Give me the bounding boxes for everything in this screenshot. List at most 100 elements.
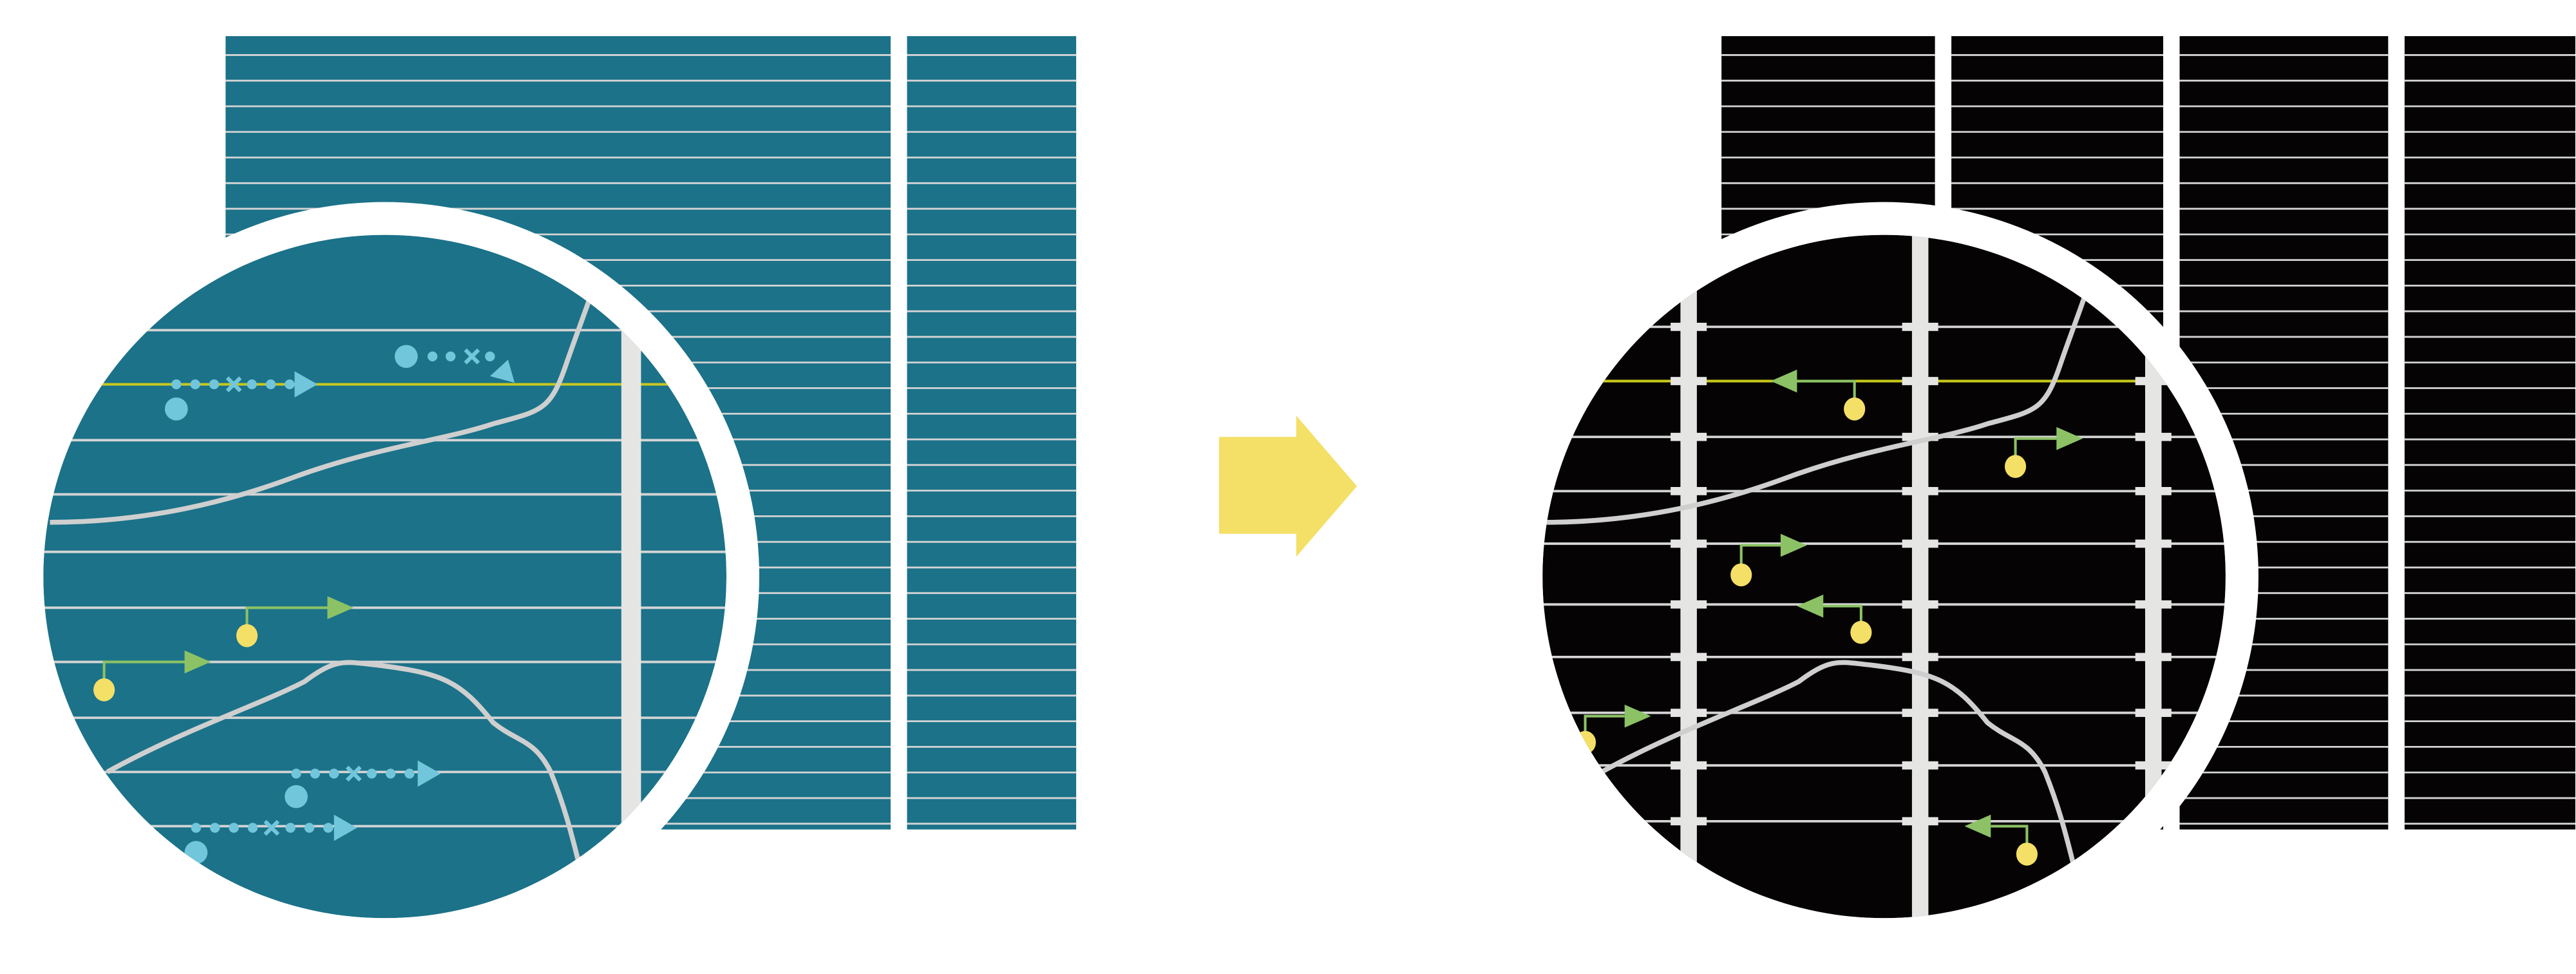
barrier-tick — [1902, 600, 1938, 609]
trajectory-curve — [50, 291, 594, 525]
trail-cross — [464, 348, 480, 365]
marker-arrowhead — [184, 650, 211, 674]
pin-arrow-icon — [1797, 595, 1872, 644]
origin-dot — [394, 345, 418, 368]
trail-dot — [209, 379, 220, 390]
trail-dot — [427, 351, 438, 361]
trail-dot — [247, 379, 257, 390]
barrier-tick — [1671, 761, 1707, 770]
trail-dot — [291, 769, 301, 779]
barrier-tick — [1671, 377, 1707, 385]
barrier-tick — [1902, 487, 1938, 495]
barrier-tick — [2135, 432, 2172, 441]
marker-dot — [1850, 620, 1872, 644]
barrier-tick — [1902, 817, 1938, 826]
barrier-tick — [1671, 539, 1707, 548]
marker-arrowhead — [1624, 704, 1651, 728]
trail-arrowhead — [294, 371, 318, 398]
marker-arrowhead — [327, 596, 354, 620]
trail-dot — [190, 379, 200, 390]
barrier-tick — [2135, 600, 2172, 609]
trail-dot — [285, 379, 295, 390]
origin-dot — [285, 785, 308, 808]
magnified-background — [43, 234, 726, 919]
barrier-tick — [1671, 487, 1707, 495]
pin-arrow-icon — [236, 596, 354, 647]
origin-dot — [164, 397, 188, 421]
barrier-tick — [2135, 377, 2172, 385]
pin-arrow-icon — [1730, 533, 1807, 587]
column-block — [2404, 36, 2576, 830]
trail-dot — [404, 769, 415, 779]
trajectory-curve — [106, 660, 582, 863]
pin-arrow-icon — [1770, 369, 1866, 421]
barrier-tick — [1671, 323, 1707, 331]
trail-dot — [445, 351, 456, 361]
barrier-tick — [2135, 539, 2172, 548]
arrow-right-icon — [1218, 415, 1358, 557]
pin-arrow-icon — [1964, 814, 2038, 866]
trail-cross — [225, 376, 242, 393]
barrier-tick — [1902, 709, 1938, 717]
trail-dot — [323, 823, 334, 833]
barrier-bar — [1911, 234, 1929, 919]
marker-dot — [2016, 843, 2038, 866]
dotted-arrow-with-cross-icon — [164, 371, 318, 421]
barrier-tick — [1671, 709, 1707, 717]
barrier-tick — [2135, 653, 2172, 662]
trail-dot — [229, 823, 239, 833]
before-panel — [10, 36, 1077, 951]
dotted-arrow-with-cross-icon — [285, 760, 441, 808]
dotted-arrow-with-cross-icon — [394, 345, 515, 383]
barrier-tick — [1671, 432, 1707, 441]
marker-dot — [93, 678, 115, 702]
marker-dot — [1730, 563, 1752, 587]
trail-dot — [485, 351, 495, 361]
trail-dot — [328, 769, 339, 779]
marker-arrowhead — [1770, 369, 1797, 393]
pin-arrow-icon — [93, 650, 211, 702]
column-block — [907, 36, 1077, 830]
trajectory-curves — [1544, 291, 2088, 863]
trail-dot — [310, 769, 320, 779]
barrier-tick — [1671, 653, 1707, 662]
trail-dot — [210, 823, 220, 833]
marker-arrowhead — [2056, 426, 2083, 450]
barrier-tick — [2135, 709, 2172, 717]
barrier-tick — [2135, 761, 2172, 770]
marker-dot — [2004, 455, 2027, 478]
after-panel — [1510, 36, 2576, 951]
trail-dot — [265, 379, 276, 390]
trail-arrowhead — [334, 814, 357, 841]
trail-cross — [345, 765, 362, 782]
barrier-tick — [1902, 377, 1938, 385]
marker-dot — [1844, 397, 1866, 421]
magnified-view — [43, 234, 726, 919]
barrier-tick — [1902, 323, 1938, 331]
trail-dot — [247, 823, 258, 833]
marker-arrowhead — [1780, 533, 1807, 557]
barrier-tick — [1902, 653, 1938, 662]
trail-dot — [285, 823, 296, 833]
trail-dot — [191, 823, 202, 833]
trail-arrowhead — [489, 359, 515, 383]
trail-cross — [263, 819, 280, 836]
marker-arrowhead — [1964, 814, 1991, 838]
barrier-bar — [1680, 234, 1697, 919]
magnified-view — [1542, 234, 2226, 919]
trail-dot — [385, 769, 396, 779]
barrier-tick — [1902, 539, 1938, 548]
marker-dot — [236, 624, 258, 647]
marker-arrowhead — [1797, 595, 1824, 618]
barrier-tick — [1671, 817, 1707, 826]
trail-arrowhead — [417, 760, 441, 787]
trail-dot — [366, 769, 377, 779]
barrier-tick — [1671, 600, 1707, 609]
barrier-bar — [621, 295, 641, 838]
trajectory-curve — [1544, 291, 2088, 525]
barrier-tick — [1902, 761, 1938, 770]
pin-arrow-icon — [2004, 426, 2083, 478]
barrier-tick — [2135, 487, 2172, 495]
trail-dot — [304, 823, 314, 833]
